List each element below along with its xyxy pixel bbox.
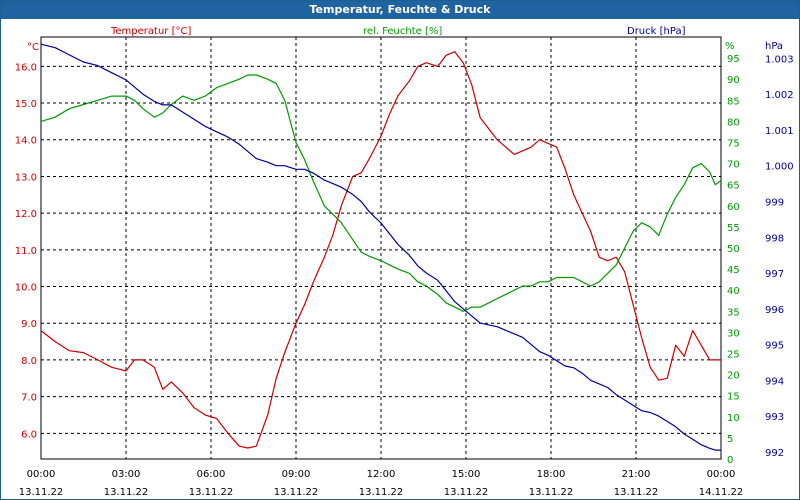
x-tick-date-5: 13.11.22 [444,487,489,498]
grid-lines [41,37,721,459]
temperature-tick-10: 16.0 [15,62,37,73]
humidity-tick-0: 0 [727,455,733,466]
chart-title: Temperatur, Feuchte & Druck [1,1,799,19]
humidity-tick-11: 55 [727,223,740,234]
x-tick-time-8: 00:00 [707,469,736,480]
humidity-tick-10: 50 [727,244,740,255]
temperature-axis-label: Temperatur [°C] [110,26,191,37]
humidity-tick-15: 75 [727,139,740,150]
pressure-tick-8: 1.000 [765,162,794,173]
x-tick-date-0: 13.11.22 [19,487,64,498]
humidity-tick-16: 80 [727,117,740,128]
humidity-tick-19: 95 [727,54,740,65]
x-tick-date-2: 13.11.22 [189,487,234,498]
temperature-ticks: 6.0 7.0 8.0 9.0 10.0 11.0 12.0 13.0 14.0 15.0 16.0 [15,62,37,440]
chart-svg: 6.0 7.0 8.0 9.0 10.0 11.0 12.0 13.0 14.0 15.0 16.0… [15,26,794,498]
pressure-tick-7: 999 [765,198,784,209]
pressure-unit: hPa [765,41,783,52]
humidity-unit: % [725,41,735,52]
time-ticks: 00:00 13.11.22 03:00 13.11.22 06:00 13.11.22 0… [19,469,744,498]
temperature-tick-6: 12.0 [15,209,37,220]
pressure-tick-4: 996 [765,305,784,316]
temperature-tick-8: 14.0 [15,136,37,147]
x-tick-time-5: 15:00 [452,469,481,480]
x-tick-date-4: 13.11.22 [359,487,404,498]
series-line-humidity [40,74,722,312]
x-tick-date-7: 13.11.22 [614,487,659,498]
temperature-tick-1: 7.0 [21,393,37,404]
humidity-tick-1: 5 [727,434,733,445]
pressure-tick-2: 994 [765,376,784,387]
pressure-tick-0: 992 [765,448,784,459]
temperature-tick-4: 10.0 [15,283,37,294]
pressure-tick-1: 993 [765,412,784,423]
temperature-unit: °C [27,42,39,53]
humidity-tick-8: 40 [727,286,740,297]
humidity-ticks: 0 5 10 15 20 25 30 35 40 45 50 55 60 65 70 75 80 85 90 95 [727,54,740,466]
x-tick-date-8: 14.11.22 [699,487,744,498]
x-tick-time-4: 12:00 [367,469,396,480]
pressure-tick-11: 1.003 [765,54,794,65]
humidity-tick-5: 25 [727,350,740,361]
temperature-tick-5: 11.0 [15,246,37,257]
series-line-pressure [40,43,721,451]
temperature-tick-3: 9.0 [21,319,37,330]
humidity-tick-9: 45 [727,265,740,276]
pressure-tick-9: 1.001 [765,126,794,137]
series-group [40,43,722,451]
x-tick-date-3: 13.11.22 [274,487,319,498]
x-tick-time-7: 21:00 [622,469,651,480]
humidity-tick-14: 70 [727,160,740,171]
x-tick-time-3: 09:00 [282,469,311,480]
x-tick-time-2: 06:00 [197,469,226,480]
humidity-tick-6: 30 [727,328,740,339]
humidity-tick-3: 15 [727,392,740,403]
humidity-axis-label: rel. Feuchte [%] [363,26,442,37]
temperature-tick-2: 8.0 [21,356,37,367]
x-tick-time-0: 00:00 [27,469,56,480]
series-line-temperature [40,51,721,449]
pressure-tick-6: 998 [765,233,784,244]
humidity-tick-13: 65 [727,181,740,192]
x-tick-time-6: 18:00 [537,469,566,480]
humidity-tick-2: 10 [727,413,740,424]
humidity-tick-7: 35 [727,307,740,318]
pressure-tick-10: 1.002 [765,90,794,101]
x-tick-date-6: 13.11.22 [529,487,574,498]
pressure-ticks: 992 993 994 995 996 997 998 999 1.000 1.001 1.002 1… [765,54,794,458]
humidity-tick-17: 85 [727,96,740,107]
pressure-tick-3: 995 [765,341,784,352]
temperature-tick-0: 6.0 [21,429,37,440]
humidity-tick-18: 90 [727,75,740,86]
temperature-tick-7: 13.0 [15,172,37,183]
x-tick-time-1: 03:00 [112,469,141,480]
humidity-tick-4: 20 [727,371,740,382]
x-tick-date-1: 13.11.22 [104,487,149,498]
pressure-tick-5: 997 [765,269,784,280]
humidity-tick-12: 60 [727,202,740,213]
temperature-tick-9: 15.0 [15,99,37,110]
pressure-axis-label: Druck [hPa] [627,26,686,37]
